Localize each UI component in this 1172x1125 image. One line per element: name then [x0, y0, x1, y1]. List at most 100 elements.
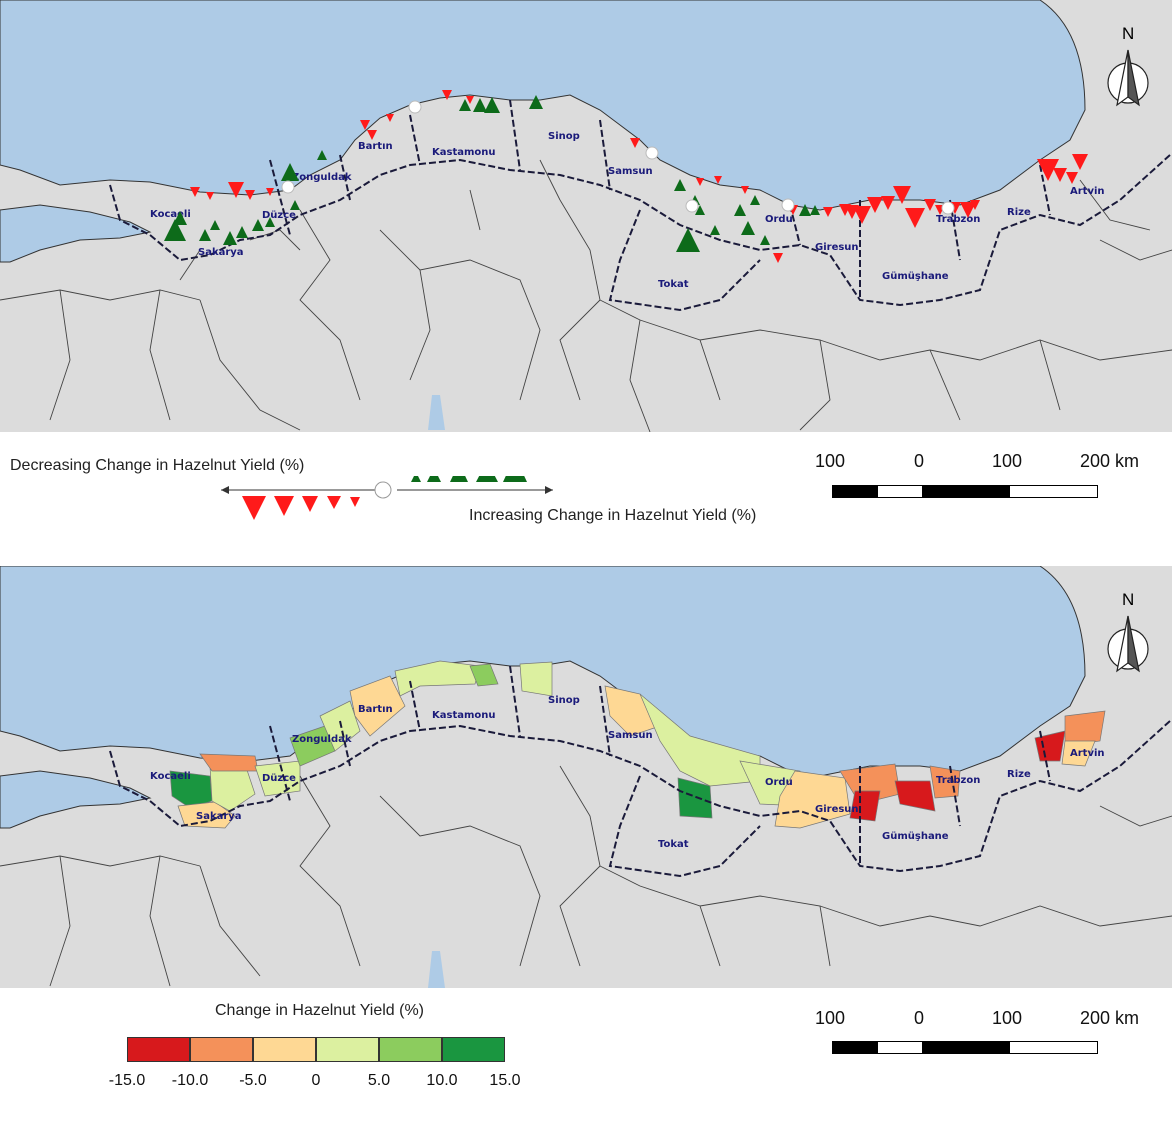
increasing-legend-label: Increasing Change in Hazelnut Yield (%)	[469, 507, 757, 524]
legend-class-1	[190, 1037, 253, 1062]
increase-marker	[710, 225, 720, 235]
top-scale-label-100: 100	[992, 451, 1023, 471]
legend-tick-5: 10.0	[426, 1072, 458, 1089]
increase-marker	[674, 179, 686, 191]
label-rize: Rize	[1007, 769, 1031, 780]
label-samsun: Samsun	[608, 730, 653, 741]
decrease-marker	[245, 190, 255, 200]
label-duzce: Düzce	[262, 210, 296, 221]
region-artvin-w	[1034, 730, 1066, 762]
label-artvin: Artvin	[1070, 748, 1105, 759]
marmara-sea	[0, 770, 152, 829]
no-change-marker	[781, 198, 795, 212]
north-arrow: N	[1107, 590, 1149, 673]
top-scale-label-100-left: 100	[815, 451, 846, 471]
top-scale-bar	[832, 485, 1098, 498]
lake	[428, 395, 445, 430]
label-ordu: Ordu	[765, 777, 793, 788]
region-tokat	[677, 777, 713, 819]
region-bartin	[349, 675, 406, 737]
district-borders	[0, 765, 1172, 987]
increase-marker	[484, 97, 500, 113]
region-artvin	[1064, 710, 1106, 747]
no-change-marker	[645, 146, 659, 160]
legend-tick-6: 15.0	[489, 1072, 521, 1089]
decrease-symbol-s	[327, 496, 341, 509]
increase-marker	[290, 200, 300, 210]
decrease-marker	[190, 187, 200, 197]
label-duzce: Düzce	[262, 773, 296, 784]
decrease-marker	[266, 188, 274, 196]
no-change-marker	[941, 201, 955, 215]
label-kastamonu: Kastamonu	[432, 710, 496, 721]
legend-tick-3: 0	[311, 1072, 321, 1089]
region-artvin-s	[1061, 740, 1096, 767]
label-kocaeli: Kocaeli	[150, 209, 191, 220]
increase-marker	[210, 220, 220, 230]
top-scale-label-200km: 200 km	[1080, 451, 1140, 471]
no-change-marker	[408, 100, 422, 114]
decrease-marker	[1066, 172, 1078, 184]
decrease-marker	[1037, 159, 1059, 181]
decrease-marker	[228, 182, 244, 198]
province-borders	[109, 665, 1171, 878]
bottom-map: Kocaeli Sakarya Düzce Zonguldak Bartın K…	[0, 566, 1172, 998]
increase-marker	[760, 235, 770, 245]
decrease-symbol-l	[274, 496, 294, 516]
decrease-marker	[442, 90, 452, 100]
label-giresun: Giresun	[815, 242, 859, 253]
decrease-marker	[881, 196, 895, 210]
lake	[428, 951, 445, 988]
increase-symbol-l	[476, 476, 498, 482]
district-borders	[0, 159, 1172, 432]
region-trabzon	[894, 780, 936, 812]
legend-tick-1: -10.0	[171, 1072, 209, 1089]
decrease-marker	[714, 176, 722, 184]
decrease-marker	[466, 96, 474, 104]
label-tokat: Tokat	[658, 279, 689, 290]
decrease-marker	[773, 253, 783, 263]
label-ordu: Ordu	[765, 214, 793, 225]
color-legend-title: Change in Hazelnut Yield (%)	[215, 1002, 425, 1019]
increase-marker	[750, 195, 760, 205]
legend-tick-0: -15.0	[108, 1072, 146, 1089]
label-sakarya: Sakarya	[196, 811, 242, 822]
increase-marker	[173, 211, 187, 225]
north-arrow: N	[1107, 24, 1149, 107]
increase-marker	[236, 226, 248, 238]
decrease-marker	[630, 138, 640, 148]
decrease-marker	[924, 199, 936, 211]
north-label: N	[1122, 590, 1134, 609]
legend-class-4	[379, 1037, 442, 1062]
legend-class-0	[127, 1037, 190, 1062]
label-rize: Rize	[1007, 207, 1031, 218]
top-map-svg: Kocaeli Sakarya Düzce Zonguldak Bartın K…	[0, 0, 1172, 432]
label-trabzon: Trabzon	[936, 214, 980, 225]
decrease-marker	[905, 208, 925, 228]
decrease-symbol-m	[302, 496, 318, 512]
increase-marker	[529, 95, 543, 109]
label-gumushane: Gümüşhane	[882, 831, 949, 842]
label-sinop: Sinop	[548, 695, 580, 706]
region-zonguldak-e	[319, 700, 361, 752]
decrease-marker	[867, 197, 883, 213]
increase-marker	[164, 219, 186, 241]
decrease-symbol-xl	[242, 496, 266, 520]
increase-marker	[734, 204, 746, 216]
marmara-sea	[0, 204, 152, 263]
bottom-scale-label-0: 0	[914, 1008, 925, 1028]
label-kocaeli: Kocaeli	[150, 771, 191, 782]
decrease-marker	[696, 178, 704, 186]
decrease-marker	[970, 200, 980, 210]
decrease-marker	[960, 202, 976, 218]
north-label: N	[1122, 24, 1134, 43]
decrease-marker	[741, 186, 749, 194]
bottom-scale-label-100-left: 100	[815, 1008, 846, 1028]
increase-marker	[676, 228, 700, 252]
decrease-marker	[823, 207, 833, 217]
region-kastamonu	[394, 660, 481, 697]
region-duzce	[254, 760, 301, 797]
increase-marker	[281, 163, 299, 181]
bottom-scale-label-200km: 200 km	[1080, 1008, 1140, 1028]
province-labels: Kocaeli Sakarya Düzce Zonguldak Bartın K…	[150, 131, 1105, 290]
